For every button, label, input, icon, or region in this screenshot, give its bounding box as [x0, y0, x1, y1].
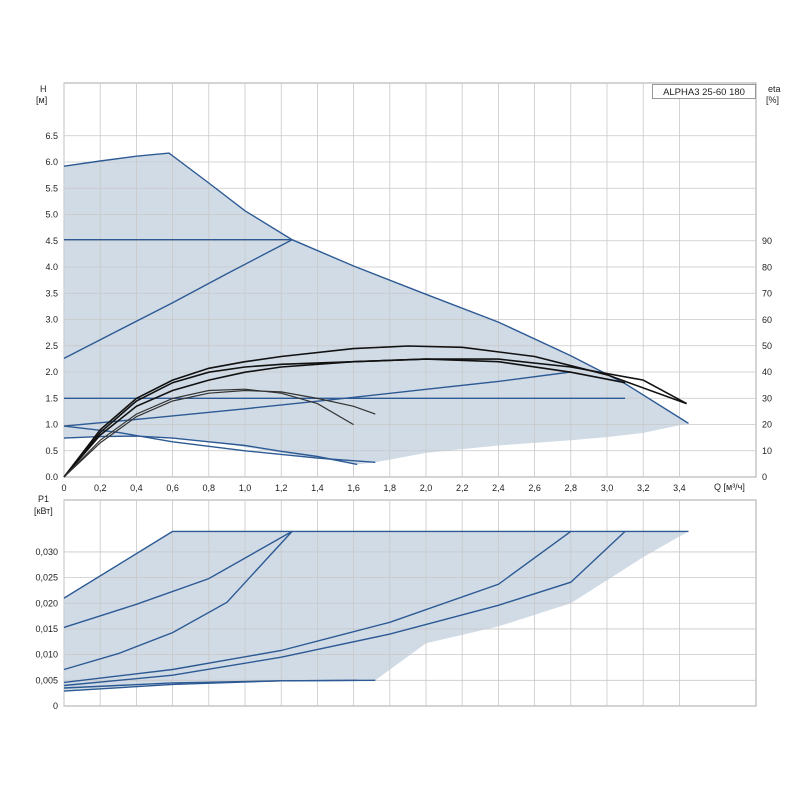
- x-tick-label: 0,8: [203, 483, 216, 493]
- efficiency-axis-unit: [%]: [766, 95, 779, 105]
- x-tick-label: 3,0: [601, 483, 614, 493]
- power-tick-label: 0,030: [35, 547, 58, 557]
- x-tick-label: 2,2: [456, 483, 469, 493]
- y2-tick-label: 60: [762, 315, 772, 325]
- y2-tick-label: 40: [762, 367, 772, 377]
- power-curves: [63, 530, 689, 692]
- efficiency-axis-ticks: 0 10 20 30 40 50 60 70 80 90: [762, 236, 772, 482]
- y2-tick-label: 20: [762, 420, 772, 430]
- power-curve: [63, 530, 173, 599]
- x-tick-label: 1,6: [347, 483, 360, 493]
- y2-tick-label: 0: [762, 472, 767, 482]
- x-tick-label: 2,0: [420, 483, 433, 493]
- y-tick-label: 5.5: [45, 183, 58, 193]
- x-tick-label: 3,2: [637, 483, 650, 493]
- x-tick-label: 0: [61, 483, 66, 493]
- y-tick-label: 6.0: [45, 157, 58, 167]
- power-chart-panel: 0 0,005 0,010 0,015 0,020 0,025 0,030 P1 [кВт]: [34, 494, 757, 711]
- x-tick-label: 2,8: [565, 483, 578, 493]
- efficiency-curve: [63, 345, 687, 478]
- y-tick-label: 2.0: [45, 367, 58, 377]
- y-tick-label: 2.5: [45, 341, 58, 351]
- power-curve: [63, 679, 376, 692]
- head-chart-grid: [63, 83, 756, 477]
- efficiency-axis-label: eta: [768, 84, 781, 94]
- efficiency-curve: [63, 389, 376, 478]
- power-tick-label: 0,015: [35, 624, 58, 634]
- pump-curve: [63, 435, 358, 466]
- x-tick-label: 3,4: [673, 483, 686, 493]
- y-tick-label: 6.5: [45, 131, 58, 141]
- head-axis-unit: [м]: [36, 95, 47, 105]
- power-axis-label: P1: [38, 494, 49, 504]
- head-chart-panel: 0 0,2 0,4 0,6 0,8 1,0 1,2 1,4 1,6 1,8 2,0 2,2 2,4 2,6…: [36, 82, 781, 493]
- x-tick-label: 2,4: [492, 483, 505, 493]
- efficiency-curve: [63, 358, 626, 478]
- power-tick-label: 0: [53, 701, 58, 711]
- pump-curve: [63, 152, 689, 424]
- pump-model-label: ALPHA3 25-60 180: [652, 84, 756, 99]
- y-tick-label: 1.0: [45, 420, 58, 430]
- flow-axis-label: Q [м³/ч]: [714, 482, 745, 492]
- y-tick-label: 0.0: [45, 472, 58, 482]
- pump-curve: [63, 239, 293, 360]
- power-axis-unit: [кВт]: [34, 506, 53, 516]
- y2-tick-label: 30: [762, 393, 772, 403]
- power-tick-label: 0,010: [35, 650, 58, 660]
- y-tick-label: 5.0: [45, 210, 58, 220]
- x-tick-label: 1,2: [275, 483, 288, 493]
- x-tick-label: 1,8: [384, 483, 397, 493]
- efficiency-curve: [63, 358, 687, 478]
- efficiency-curves: [63, 345, 687, 478]
- power-tick-label: 0,020: [35, 598, 58, 608]
- y-tick-label: 1.5: [45, 393, 58, 403]
- y2-tick-label: 80: [762, 262, 772, 272]
- x-tick-label: 2,6: [528, 483, 541, 493]
- power-curve: [63, 530, 293, 629]
- x-tick-label: 0,2: [94, 483, 107, 493]
- head-axis-ticks: 0.0 0.5 1.0 1.5 2.0 2.5 3.0 3.5 4.0 4.5 5.0 5.5 6.0 6…: [45, 131, 58, 482]
- x-tick-label: 1,4: [311, 483, 324, 493]
- flow-axis-ticks: 0 0,2 0,4 0,6 0,8 1,0 1,2 1,4 1,6 1,8 2,0 2,2 2,4 2,6…: [61, 483, 685, 493]
- x-tick-label: 1,0: [239, 483, 252, 493]
- power-axis-ticks: 0 0,005 0,010 0,015 0,020 0,025 0,030: [35, 547, 58, 711]
- power-curve: [63, 530, 293, 671]
- y-tick-label: 4.5: [45, 236, 58, 246]
- y-tick-label: 3.5: [45, 288, 58, 298]
- y2-tick-label: 10: [762, 446, 772, 456]
- power-curve: [63, 530, 572, 684]
- pump-curves: [63, 152, 689, 466]
- pump-curve: [63, 425, 376, 463]
- y-tick-label: 0.5: [45, 446, 58, 456]
- x-tick-label: 0,6: [166, 483, 179, 493]
- y2-tick-label: 90: [762, 236, 772, 246]
- power-tick-label: 0,025: [35, 573, 58, 583]
- head-axis-label: H: [40, 84, 47, 94]
- y2-tick-label: 70: [762, 289, 772, 299]
- x-tick-label: 0,4: [130, 483, 143, 493]
- power-operating-envelope: [64, 531, 689, 692]
- y-tick-label: 3.0: [45, 315, 58, 325]
- head-operating-envelope: [64, 153, 689, 465]
- power-curve: [63, 530, 626, 687]
- power-tick-label: 0,005: [35, 675, 58, 685]
- pump-curve: [63, 371, 571, 427]
- efficiency-curve: [63, 388, 354, 478]
- y-tick-label: 4.0: [45, 262, 58, 272]
- y2-tick-label: 50: [762, 341, 772, 351]
